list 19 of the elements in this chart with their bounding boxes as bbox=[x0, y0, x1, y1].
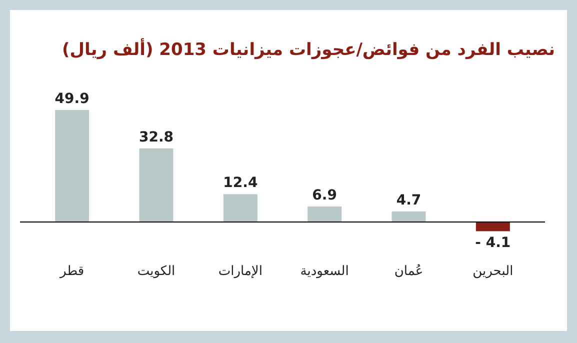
data-label: - 4.1 bbox=[475, 235, 511, 252]
data-label: 4.7 bbox=[396, 192, 422, 208]
x-tick-label: عُمان bbox=[394, 263, 424, 279]
x-tick-label: السعودية bbox=[300, 264, 349, 279]
data-label: 6.9 bbox=[312, 188, 337, 204]
bar bbox=[476, 222, 510, 232]
data-label: 32.8 bbox=[138, 129, 174, 146]
x-tick-label: قطر bbox=[59, 264, 84, 279]
bar bbox=[139, 148, 174, 222]
chart-title: نصيب الفرد من فوائض/عجوزات ميزانيات 2013 (ألف ريال) bbox=[62, 38, 555, 60]
bar bbox=[223, 194, 258, 222]
x-tick-label: البحرين bbox=[472, 264, 514, 279]
x-tick-label: الإمارات bbox=[218, 264, 262, 279]
bar bbox=[55, 110, 90, 222]
data-label: 12.4 bbox=[223, 175, 258, 192]
x-tick-label: الكويت bbox=[137, 264, 176, 279]
bar bbox=[308, 206, 342, 222]
bar bbox=[392, 211, 426, 222]
data-label: 49.9 bbox=[54, 91, 90, 107]
